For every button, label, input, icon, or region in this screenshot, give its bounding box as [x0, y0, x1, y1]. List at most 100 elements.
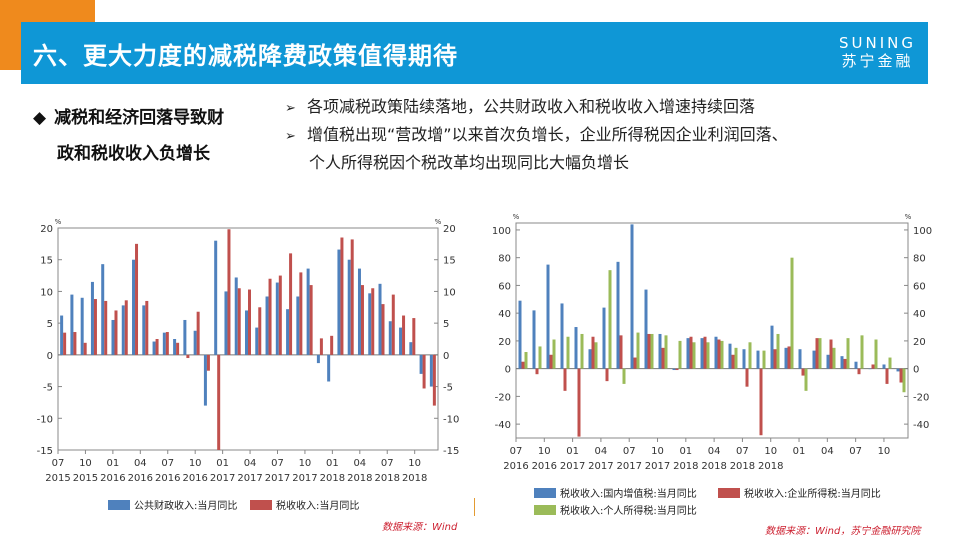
bar — [591, 336, 595, 369]
bar — [829, 339, 833, 369]
plot-frame — [57, 227, 439, 451]
x-tick-label: 10 — [79, 458, 92, 469]
y-tick-label: 80 — [498, 254, 511, 265]
arrow-bullet-icon: ➢ — [285, 129, 296, 144]
bar — [801, 368, 805, 376]
legend-label: 税收收入:当月同比 — [276, 499, 359, 512]
bar — [787, 346, 791, 369]
bar — [717, 339, 721, 369]
bar — [790, 257, 794, 369]
y-tick-label: 20 — [40, 224, 53, 235]
bar — [306, 268, 310, 355]
x-year-label: 2018 — [730, 461, 755, 472]
y-tick-label: -40 — [495, 420, 511, 431]
bar — [214, 240, 218, 355]
bar — [409, 342, 413, 355]
bar — [299, 272, 303, 355]
bar — [574, 327, 578, 369]
bar — [714, 336, 718, 369]
bar — [248, 289, 251, 355]
y-tick-label-right: 0 — [443, 351, 449, 362]
bar — [165, 332, 169, 355]
bar — [422, 354, 426, 389]
x-year-label: 2015 — [45, 473, 70, 484]
legend-label: 税收收入:企业所得税:当月同比 — [744, 487, 881, 500]
y-tick-label-right: 20 — [443, 224, 456, 235]
bar — [636, 332, 640, 369]
bar — [756, 350, 760, 369]
x-year-label: 2016 — [100, 473, 125, 484]
bar — [521, 361, 525, 369]
bar — [196, 311, 200, 355]
y-tick-label: 5 — [47, 319, 53, 330]
tax-breakdown-chart: -40 -40 -20 -20 0 0 20 20 40 40 60 60 80 80 100 100%% 07… — [488, 208, 950, 518]
bar — [388, 321, 392, 355]
bar — [173, 339, 177, 355]
bar — [186, 354, 190, 359]
bar — [227, 229, 231, 355]
bar — [538, 346, 542, 369]
heading-line-2: 政和税收收入负增长 — [57, 144, 210, 164]
x-year-label: 2017 — [237, 473, 262, 484]
source-note-left: 数据来源：Wind — [382, 522, 458, 533]
x-tick-label: 10 — [651, 446, 664, 457]
bar — [224, 291, 228, 355]
bar — [142, 305, 146, 355]
y-tick-label: 40 — [498, 309, 511, 320]
bar — [111, 319, 115, 355]
bar — [327, 354, 331, 382]
y-tick-label-right: -5 — [443, 383, 453, 394]
bar — [700, 338, 704, 369]
legend-label: 税收收入:个人所得税:当月同比 — [560, 504, 697, 517]
bar — [703, 336, 707, 369]
x-tick-label: 04 — [821, 446, 834, 457]
bar — [798, 349, 802, 369]
y-tick-label-right: 100 — [913, 226, 932, 237]
bar — [678, 340, 682, 369]
bar — [896, 368, 900, 372]
logo-text-en: SUNING — [839, 34, 916, 52]
bar — [706, 342, 710, 369]
x-tick-label: 07 — [623, 446, 636, 457]
suning-logo: SUNING 苏宁金融 — [839, 34, 916, 71]
bar — [888, 357, 892, 369]
bar — [289, 253, 293, 355]
bar — [616, 261, 620, 369]
y-tick-label: -20 — [495, 392, 511, 403]
x-tick-label: 10 — [538, 446, 551, 457]
x-year-label: 2015 — [73, 473, 98, 484]
logo-text-cn: 苏宁金融 — [841, 52, 914, 70]
x-year-label: 2017 — [560, 461, 585, 472]
bar — [245, 310, 248, 355]
legend-label: 公共财政收入:当月同比 — [134, 499, 237, 512]
bar — [90, 281, 94, 355]
bar — [80, 297, 84, 355]
bar — [316, 354, 320, 364]
bar — [804, 368, 808, 391]
source-note-right: 数据来源：Wind，苏宁金融研究院 — [765, 526, 921, 537]
legend-swatch — [718, 488, 740, 498]
arrow-bullet-icon: ➢ — [285, 101, 296, 116]
x-tick-label: 07 — [849, 446, 862, 457]
bar — [350, 239, 354, 355]
x-year-label: 2017 — [588, 461, 613, 472]
x-tick-label: 01 — [679, 446, 692, 457]
bar — [734, 347, 738, 369]
x-tick-label: 04 — [353, 458, 366, 469]
x-year-label: 2016 — [182, 473, 207, 484]
bar — [843, 358, 847, 369]
bar — [104, 300, 108, 355]
fiscal-revenue-chart-svg: -15 -15 -10 -10 -5 -5 0 0 5 5 10 10 15 15 20 20% % 07 2015… — [37, 218, 460, 512]
bar — [664, 335, 668, 369]
x-year-label: 2017 — [616, 461, 641, 472]
bar — [605, 368, 609, 382]
bar — [552, 339, 556, 369]
legend-swatch — [108, 500, 130, 510]
bar — [340, 237, 344, 355]
bar — [647, 333, 651, 369]
y-unit-label: % — [513, 213, 520, 221]
bar — [857, 368, 861, 375]
bar — [658, 333, 662, 369]
x-tick-label: 01 — [793, 446, 806, 457]
bar — [689, 336, 693, 369]
